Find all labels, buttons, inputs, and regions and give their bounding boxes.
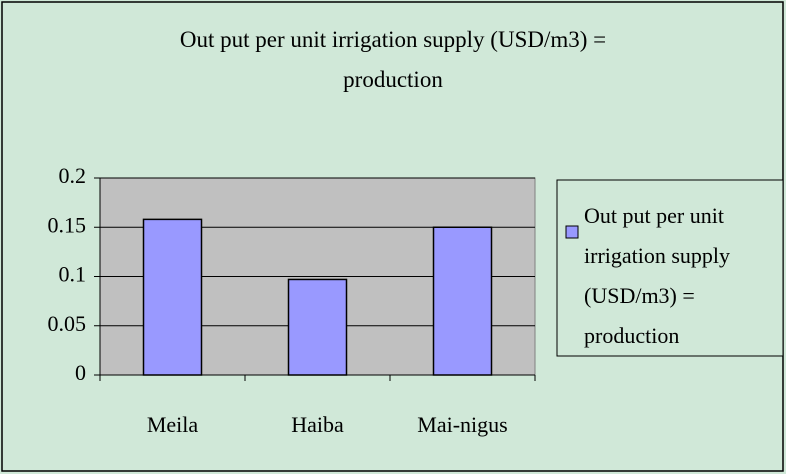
y-tick-label: 0.1 <box>59 262 87 287</box>
y-tick-label: 0.15 <box>48 212 87 237</box>
chart-title: Out put per unit irrigation supply (USD/… <box>179 27 607 92</box>
bar <box>432 226 493 376</box>
legend-swatch <box>565 225 579 239</box>
bar <box>287 278 348 376</box>
y-tick-label: 0.2 <box>59 163 87 188</box>
y-tick-label: 0 <box>75 360 86 385</box>
x-tick-label: Haiba <box>291 412 344 437</box>
legend-label: Out put per unit irrigation supply (USD/… <box>584 203 731 348</box>
legend-box <box>556 179 784 357</box>
bar <box>142 218 203 376</box>
y-tick-label: 0.05 <box>48 311 87 336</box>
x-tick-label: Meila <box>147 412 199 437</box>
x-tick-label: Mai-nigus <box>417 412 507 437</box>
